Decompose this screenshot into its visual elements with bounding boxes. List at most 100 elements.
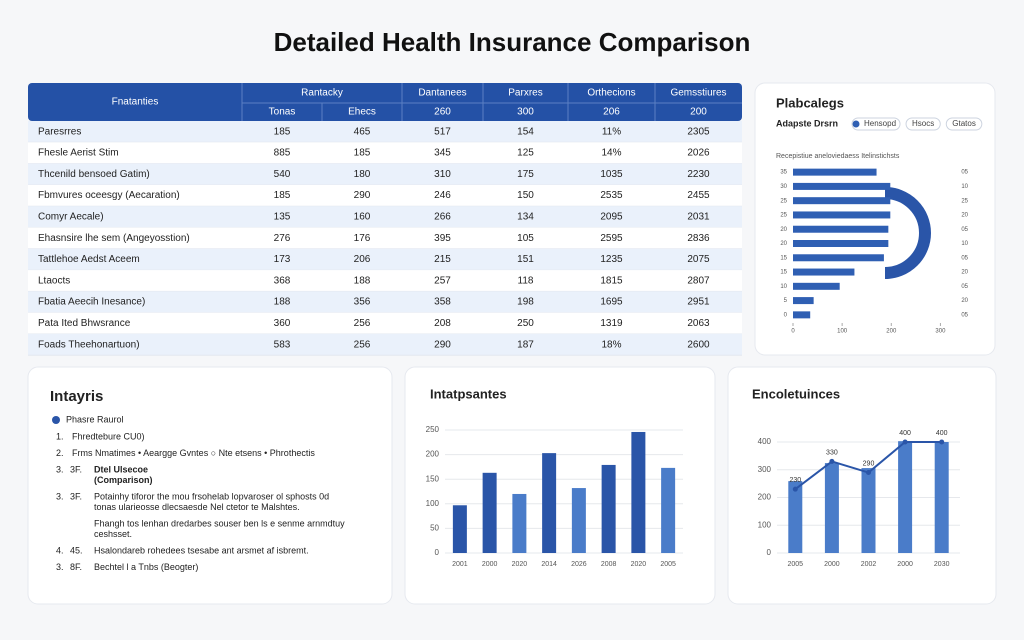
bar xyxy=(631,431,646,553)
bar xyxy=(788,481,803,553)
cell: 185 xyxy=(274,126,291,137)
cell: 154 xyxy=(517,126,534,137)
x-tick-label: 2026 xyxy=(571,561,587,568)
table-row xyxy=(28,184,742,207)
list-card xyxy=(27,366,393,605)
cell: 14% xyxy=(601,148,621,159)
y-tick-label: 10 xyxy=(780,284,787,290)
item-text: Fhangh tos lenhan dredarbes souser ben l… xyxy=(94,518,345,528)
cell: 250 xyxy=(517,318,534,329)
bar xyxy=(512,493,527,553)
y-tick-label: 15 xyxy=(780,270,787,276)
legend-chip-box xyxy=(945,117,983,131)
legend-chip-box xyxy=(851,117,901,131)
cell: 11% xyxy=(602,126,621,137)
item-text: ceshsset. xyxy=(94,529,132,539)
cell: 198 xyxy=(517,297,534,308)
cell: 2951 xyxy=(687,297,710,308)
right-label: 05 xyxy=(961,170,968,176)
row-label: Foads Theehonartuon) xyxy=(38,339,140,350)
table-row xyxy=(28,227,742,249)
y-tick-label: 150 xyxy=(426,474,440,483)
item-text: (Comparison) xyxy=(94,475,153,485)
bar xyxy=(571,488,586,553)
bar xyxy=(661,467,676,553)
item-number: 4. xyxy=(56,545,64,555)
y-tick-label: 20 xyxy=(780,241,787,247)
list-legend: Phasre Raurol xyxy=(66,414,124,424)
cell: 118 xyxy=(518,275,534,286)
bar xyxy=(793,197,891,205)
item-text: Hsalondareb rohedees tsesabe ant arsmet … xyxy=(94,545,309,555)
header-cell: Rantacky xyxy=(301,88,343,99)
y-tick-label: 50 xyxy=(430,524,439,533)
y-tick-label: 20 xyxy=(780,227,787,233)
cell: 2026 xyxy=(687,148,710,159)
cell: 540 xyxy=(274,169,291,180)
item-text: Frms Nmatimes • Aeargge Gvntes ○ Nte ets… xyxy=(72,448,315,458)
cell: 2063 xyxy=(687,318,710,329)
right-label: 20 xyxy=(961,213,968,219)
cell: 358 xyxy=(434,297,451,308)
cell: 246 xyxy=(434,190,451,201)
cell: 356 xyxy=(354,297,371,308)
cell: 2600 xyxy=(687,339,710,350)
cell: 256 xyxy=(354,318,371,329)
right-label: 20 xyxy=(961,298,968,304)
cell: 310 xyxy=(434,169,451,180)
table-row xyxy=(28,142,742,164)
cell: 150 xyxy=(517,190,534,201)
item-code: 45. xyxy=(70,545,83,555)
header-cell: Dantanees xyxy=(418,88,466,99)
cell: 395 xyxy=(434,233,451,244)
x-tick-label: 2002 xyxy=(861,561,877,568)
bar xyxy=(898,441,913,553)
bar xyxy=(793,168,877,176)
y-tick-label: 25 xyxy=(780,198,787,204)
bar xyxy=(934,442,949,553)
item-text: tonas ularieosse dlecsaesde Nel ctetor t… xyxy=(94,502,300,512)
list-title: Intayris xyxy=(50,388,103,405)
cell: 2807 xyxy=(687,275,710,286)
cell: 125 xyxy=(517,148,534,159)
row-label: Thcenild bensoed Gatim) xyxy=(38,169,150,180)
right-label: 05 xyxy=(961,255,968,261)
y-tick-label: 100 xyxy=(758,520,772,529)
bar xyxy=(793,311,811,319)
item-text: Fhredtebure CU0) xyxy=(72,431,145,441)
table-row xyxy=(28,121,742,143)
legend-dot xyxy=(852,120,860,128)
row-label: Ltaocts xyxy=(38,275,70,286)
cell: 1235 xyxy=(600,254,623,265)
x-tick-label: 2014 xyxy=(541,561,557,568)
bar xyxy=(793,240,889,247)
x-tick-label: 2008 xyxy=(601,561,617,568)
bar xyxy=(861,468,876,553)
bar xyxy=(824,463,839,553)
cell: 187 xyxy=(517,339,534,350)
cell: 18% xyxy=(601,339,621,350)
chart-title: Intatpsantes xyxy=(430,386,507,401)
value-label: 400 xyxy=(936,430,948,437)
x-tick-label: 2000 xyxy=(897,561,913,568)
cell: 2230 xyxy=(687,169,710,180)
row-label: Ehasnsire lhe sem (Angeyosstion) xyxy=(38,233,190,244)
header-cell: Orthecions xyxy=(587,88,635,99)
x-tick-label: 100 xyxy=(837,329,848,335)
cell: 256 xyxy=(354,339,371,350)
cell: 885 xyxy=(274,148,291,159)
bar xyxy=(793,297,814,305)
cell: 208 xyxy=(434,318,451,329)
y-tick-label: 250 xyxy=(426,425,440,434)
header-subcell: Tonas xyxy=(269,107,296,118)
y-tick-label: 30 xyxy=(780,184,787,190)
legend-chip: Hsocs xyxy=(912,119,934,128)
cell: 1319 xyxy=(600,318,623,329)
table-row xyxy=(28,334,742,356)
value-label: 230 xyxy=(789,477,801,484)
cell: 583 xyxy=(274,339,291,350)
table-header xyxy=(28,83,742,121)
right-label: 05 xyxy=(961,284,968,290)
bar xyxy=(601,464,616,553)
header-subcell: 206 xyxy=(603,107,620,118)
